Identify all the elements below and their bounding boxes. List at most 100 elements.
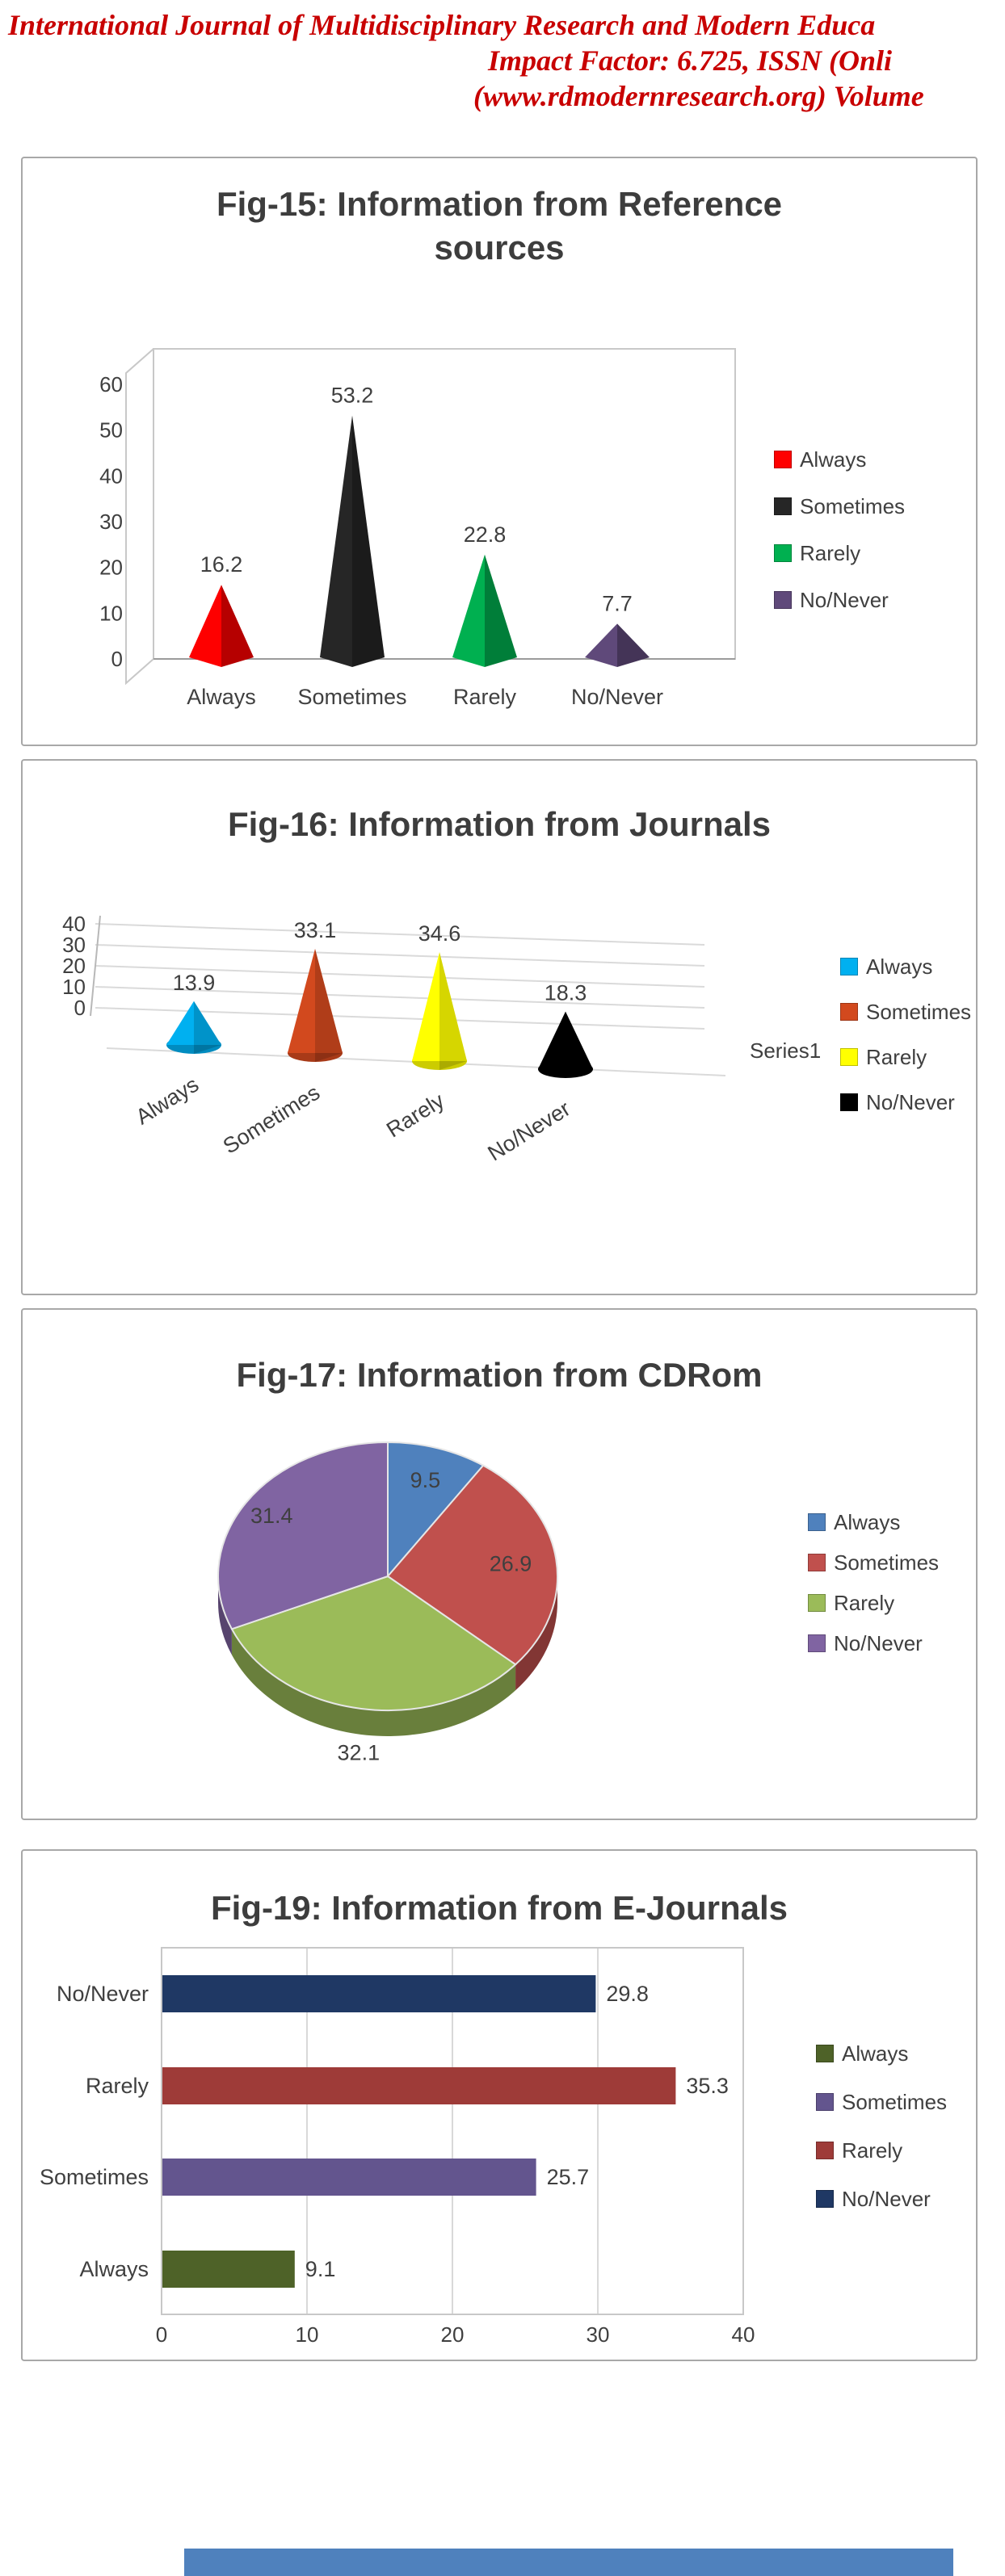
category-label: No/Never [57, 1982, 149, 2006]
figure-17-panel: Fig-17: Information from CDRom 9.5 26.9 32… [21, 1308, 978, 1820]
category-label: Rarely [453, 685, 517, 709]
x-tick-label: 40 [732, 2322, 755, 2347]
y-axis-line [90, 915, 101, 1017]
y-tick-label: 10 [62, 975, 86, 999]
pyramid-left-face [585, 623, 617, 667]
plot-border [161, 1947, 744, 2315]
pie-slice [387, 1441, 485, 1579]
pie-chart-canvas: 9.5 26.9 32.1 31.4 [217, 1441, 558, 1764]
legend-swatch-icon [840, 958, 858, 975]
category-label: Sometimes [219, 1080, 324, 1159]
pyramid-left-face [452, 554, 485, 667]
legend-item: Always [774, 449, 905, 496]
legend-swatch-icon [808, 1594, 826, 1612]
data-label: 9.1 [305, 2257, 336, 2281]
legend-label: Sometimes [834, 1550, 940, 1575]
bar [162, 2159, 536, 2196]
gridline-3d [95, 923, 705, 946]
category-label: Always [79, 2257, 149, 2281]
category-label: No/Never [571, 685, 663, 709]
legend-label: No/Never [866, 1090, 955, 1114]
data-label: 16.2 [200, 552, 243, 577]
category-label: Sometimes [40, 2165, 149, 2189]
legend-label: Always [800, 447, 867, 472]
gridline-3d [95, 986, 705, 1009]
y-tick-label: 30 [62, 933, 86, 957]
figure-15-title-line2: sources [434, 229, 565, 266]
next-chart-partial-plot [184, 2549, 953, 2576]
y-tick-label: 60 [99, 372, 123, 396]
figure-16-panel: Fig-16: Information from Journals 40 30 20… [21, 759, 978, 1295]
x-tick-label: 20 [441, 2322, 465, 2347]
legend-label: Sometimes [842, 2090, 948, 2114]
pyramid-left-face [320, 415, 352, 667]
journal-website-volume: (www.rdmodernresearch.org) Volume [473, 80, 924, 112]
legend-item: No/Never [816, 2188, 947, 2237]
cone-shade [315, 948, 343, 1062]
category-label: Rarely [86, 2074, 149, 2098]
x-tick-label: 0 [156, 2322, 167, 2347]
legend-item: Rarely [808, 1592, 939, 1633]
legend-label: Rarely [800, 541, 861, 565]
pie-rim [515, 1576, 557, 1691]
pyramid-chart-canvas: 0 10 20 30 40 50 60 16.2 Always 53.2 Sometimes 22.8… [99, 348, 736, 709]
pie-slice [386, 1464, 558, 1666]
chart-legend: Always Sometimes Rarely No/Never [808, 1512, 939, 1673]
legend-item: No/Never [774, 589, 905, 636]
legend-item: Sometimes [808, 1552, 939, 1592]
legend-label: Always [842, 2041, 909, 2066]
legend-label: Rarely [842, 2138, 903, 2163]
legend-label: No/Never [800, 588, 889, 612]
y-tick-label: 30 [99, 510, 123, 534]
legend-item: Always [840, 956, 971, 1001]
legend-swatch-icon [774, 497, 792, 515]
legend-swatch-icon [774, 451, 792, 468]
bar [162, 2067, 676, 2104]
legend-item: Always [808, 1512, 939, 1552]
data-label: 32.1 [338, 1740, 381, 1764]
cone-shade [566, 1011, 593, 1078]
data-label: 7.7 [602, 591, 633, 615]
legend-item: Always [816, 2043, 947, 2091]
legend-label: No/Never [842, 2187, 931, 2211]
data-label: 53.2 [331, 384, 374, 408]
cone-body [538, 1011, 593, 1069]
data-label: 34.6 [418, 921, 461, 946]
pie-rim [231, 1629, 516, 1736]
legend-swatch-icon [808, 1634, 826, 1652]
y-tick-label: 40 [99, 464, 123, 488]
data-label: 26.9 [490, 1552, 532, 1576]
legend-swatch-icon [816, 2142, 834, 2159]
chart-legend: Always Sometimes Rarely No/Never [816, 2043, 947, 2237]
plot-border [153, 348, 736, 660]
data-label: 22.8 [464, 522, 507, 547]
figure-19-panel: Fig-19: Information from E-Journals 0 10 2… [21, 1849, 978, 2361]
y-tick-label: 40 [62, 912, 86, 936]
legend-label: Rarely [834, 1591, 895, 1615]
y-tick-label: 50 [99, 418, 123, 443]
x-tick-label: 30 [587, 2322, 610, 2347]
legend-item: Rarely [840, 1047, 971, 1092]
pyramid-right-face [221, 585, 254, 667]
legend-swatch-icon [774, 544, 792, 562]
category-label: Rarely [382, 1088, 448, 1142]
legend-item: Rarely [816, 2140, 947, 2188]
legend-label: Always [834, 1510, 901, 1534]
legend-label: Sometimes [800, 494, 906, 518]
data-label: 35.3 [686, 2074, 729, 2098]
data-label: 25.7 [547, 2165, 590, 2189]
cone-body [412, 952, 467, 1061]
y-tick-label: 20 [99, 556, 123, 580]
legend-label: Rarely [866, 1045, 927, 1069]
bar [162, 1975, 596, 2012]
data-label: 13.9 [173, 971, 216, 995]
legend-swatch-icon [840, 1048, 858, 1066]
data-label: 9.5 [410, 1468, 441, 1492]
category-label: Always [132, 1072, 203, 1130]
legend-swatch-icon [840, 1003, 858, 1021]
legend-item: Sometimes [840, 1001, 971, 1047]
legend-swatch-icon [816, 2190, 834, 2208]
figure-15-title: Fig-15: Information from Reference sourc… [23, 183, 976, 270]
